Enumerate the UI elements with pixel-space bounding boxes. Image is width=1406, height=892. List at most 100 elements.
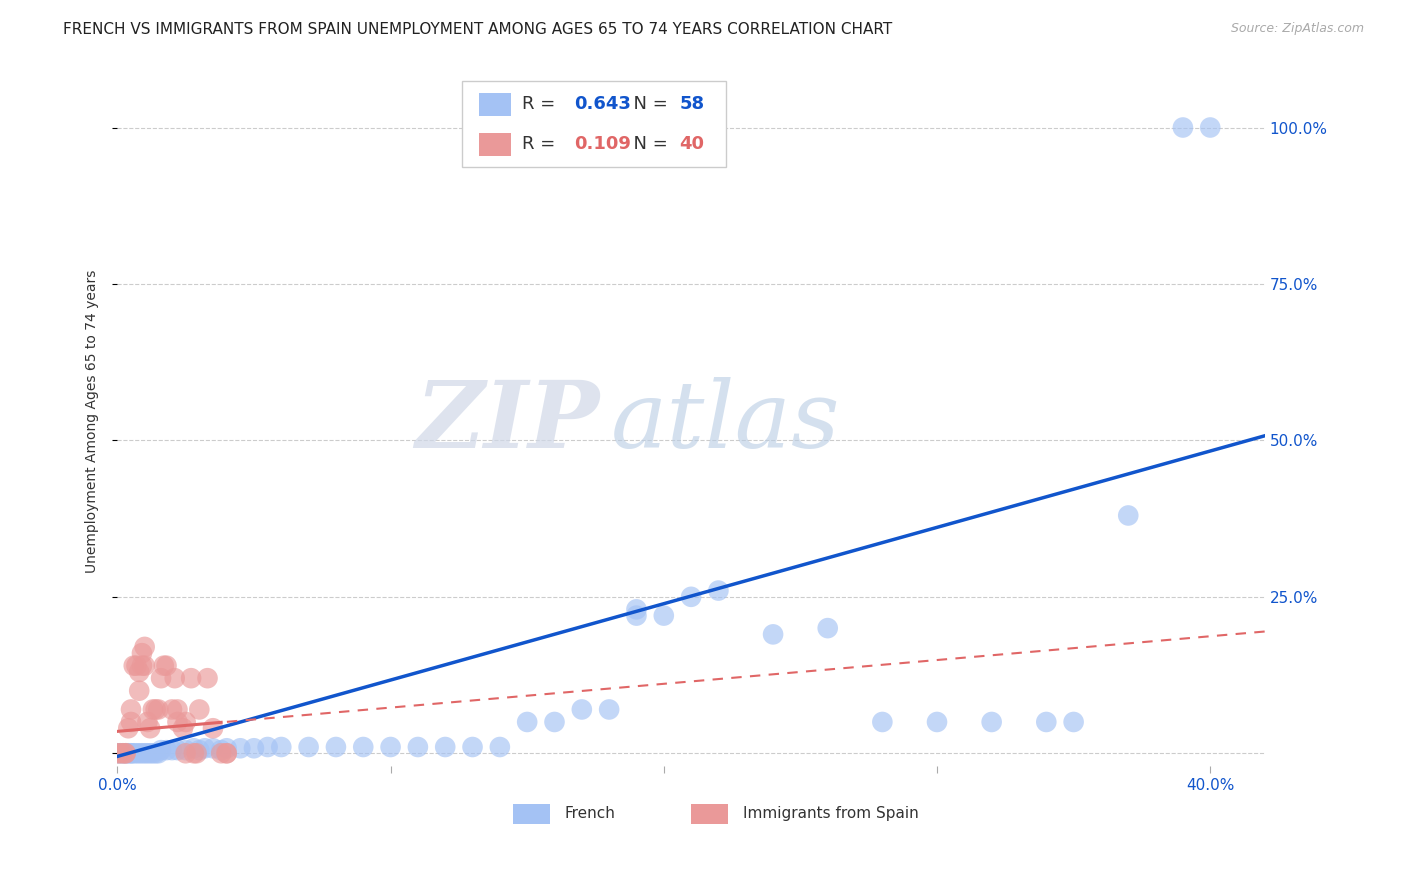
Point <box>1063 714 1085 729</box>
Point <box>131 746 153 760</box>
Point <box>117 721 139 735</box>
Point <box>134 658 156 673</box>
Point <box>598 702 620 716</box>
Point <box>201 721 224 735</box>
Point <box>1199 120 1222 135</box>
Point <box>406 739 429 754</box>
Point <box>139 721 162 735</box>
Point <box>166 702 188 716</box>
Point <box>111 746 134 760</box>
Point <box>117 746 139 760</box>
Point <box>114 746 136 760</box>
Point <box>148 746 170 760</box>
Point <box>297 739 319 754</box>
Point <box>626 602 648 616</box>
Point <box>160 702 183 716</box>
Point <box>215 746 238 760</box>
Text: French: French <box>565 805 616 821</box>
FancyBboxPatch shape <box>479 133 510 156</box>
Text: Source: ZipAtlas.com: Source: ZipAtlas.com <box>1230 22 1364 36</box>
Point <box>114 746 136 760</box>
Point <box>134 746 156 760</box>
Point <box>136 714 159 729</box>
Text: R =: R = <box>523 95 561 112</box>
Text: 0.109: 0.109 <box>574 135 631 153</box>
Point <box>120 714 142 729</box>
Point <box>150 671 173 685</box>
Point <box>707 583 730 598</box>
Point <box>174 746 197 760</box>
Point <box>105 746 128 760</box>
Point <box>209 743 232 757</box>
Point <box>571 702 593 716</box>
Point <box>142 746 165 760</box>
Point <box>174 743 197 757</box>
Point <box>1116 508 1139 523</box>
Point <box>817 621 839 635</box>
Point <box>256 739 278 754</box>
Point <box>105 746 128 760</box>
Point <box>270 739 292 754</box>
Point <box>145 746 167 760</box>
Point <box>872 714 894 729</box>
Point <box>155 743 177 757</box>
Point <box>209 746 232 760</box>
Point <box>380 739 402 754</box>
Point <box>120 702 142 716</box>
Text: 40: 40 <box>679 135 704 153</box>
Point <box>183 741 205 756</box>
Point <box>174 714 197 729</box>
FancyBboxPatch shape <box>461 81 725 167</box>
Point <box>201 741 224 756</box>
Point <box>122 746 145 760</box>
Point <box>1035 714 1057 729</box>
Point <box>188 743 211 757</box>
Point <box>153 658 176 673</box>
Point <box>142 702 165 716</box>
Point <box>626 608 648 623</box>
Point <box>166 714 188 729</box>
Point <box>136 746 159 760</box>
Point <box>163 671 186 685</box>
Point <box>243 741 266 756</box>
Point <box>128 683 150 698</box>
Point <box>434 739 457 754</box>
Point <box>352 739 374 754</box>
FancyBboxPatch shape <box>479 93 510 116</box>
Point <box>131 658 153 673</box>
Point <box>108 746 131 760</box>
Point <box>461 739 484 754</box>
Point <box>215 741 238 756</box>
Point <box>139 746 162 760</box>
Text: 58: 58 <box>679 95 704 112</box>
Point <box>120 746 142 760</box>
Point <box>128 746 150 760</box>
Point <box>925 714 948 729</box>
Point <box>229 741 252 756</box>
Point <box>197 671 219 685</box>
Point <box>155 658 177 673</box>
Point <box>111 746 134 760</box>
Point <box>108 746 131 760</box>
Text: R =: R = <box>523 135 561 153</box>
Point <box>180 671 202 685</box>
Point <box>1171 120 1194 135</box>
Point <box>120 746 142 760</box>
Point <box>194 741 217 756</box>
Point <box>186 746 208 760</box>
Y-axis label: Unemployment Among Ages 65 to 74 years: Unemployment Among Ages 65 to 74 years <box>86 270 100 574</box>
Point <box>183 746 205 760</box>
Text: N =: N = <box>623 135 673 153</box>
Text: N =: N = <box>623 95 673 112</box>
Point <box>134 640 156 654</box>
Point <box>131 646 153 660</box>
Point <box>128 665 150 679</box>
Point <box>145 702 167 716</box>
FancyBboxPatch shape <box>692 805 728 823</box>
Point <box>188 702 211 716</box>
Point <box>125 746 148 760</box>
Text: ZIP: ZIP <box>415 376 599 467</box>
Point <box>325 739 347 754</box>
Point <box>762 627 785 641</box>
Point <box>516 714 538 729</box>
